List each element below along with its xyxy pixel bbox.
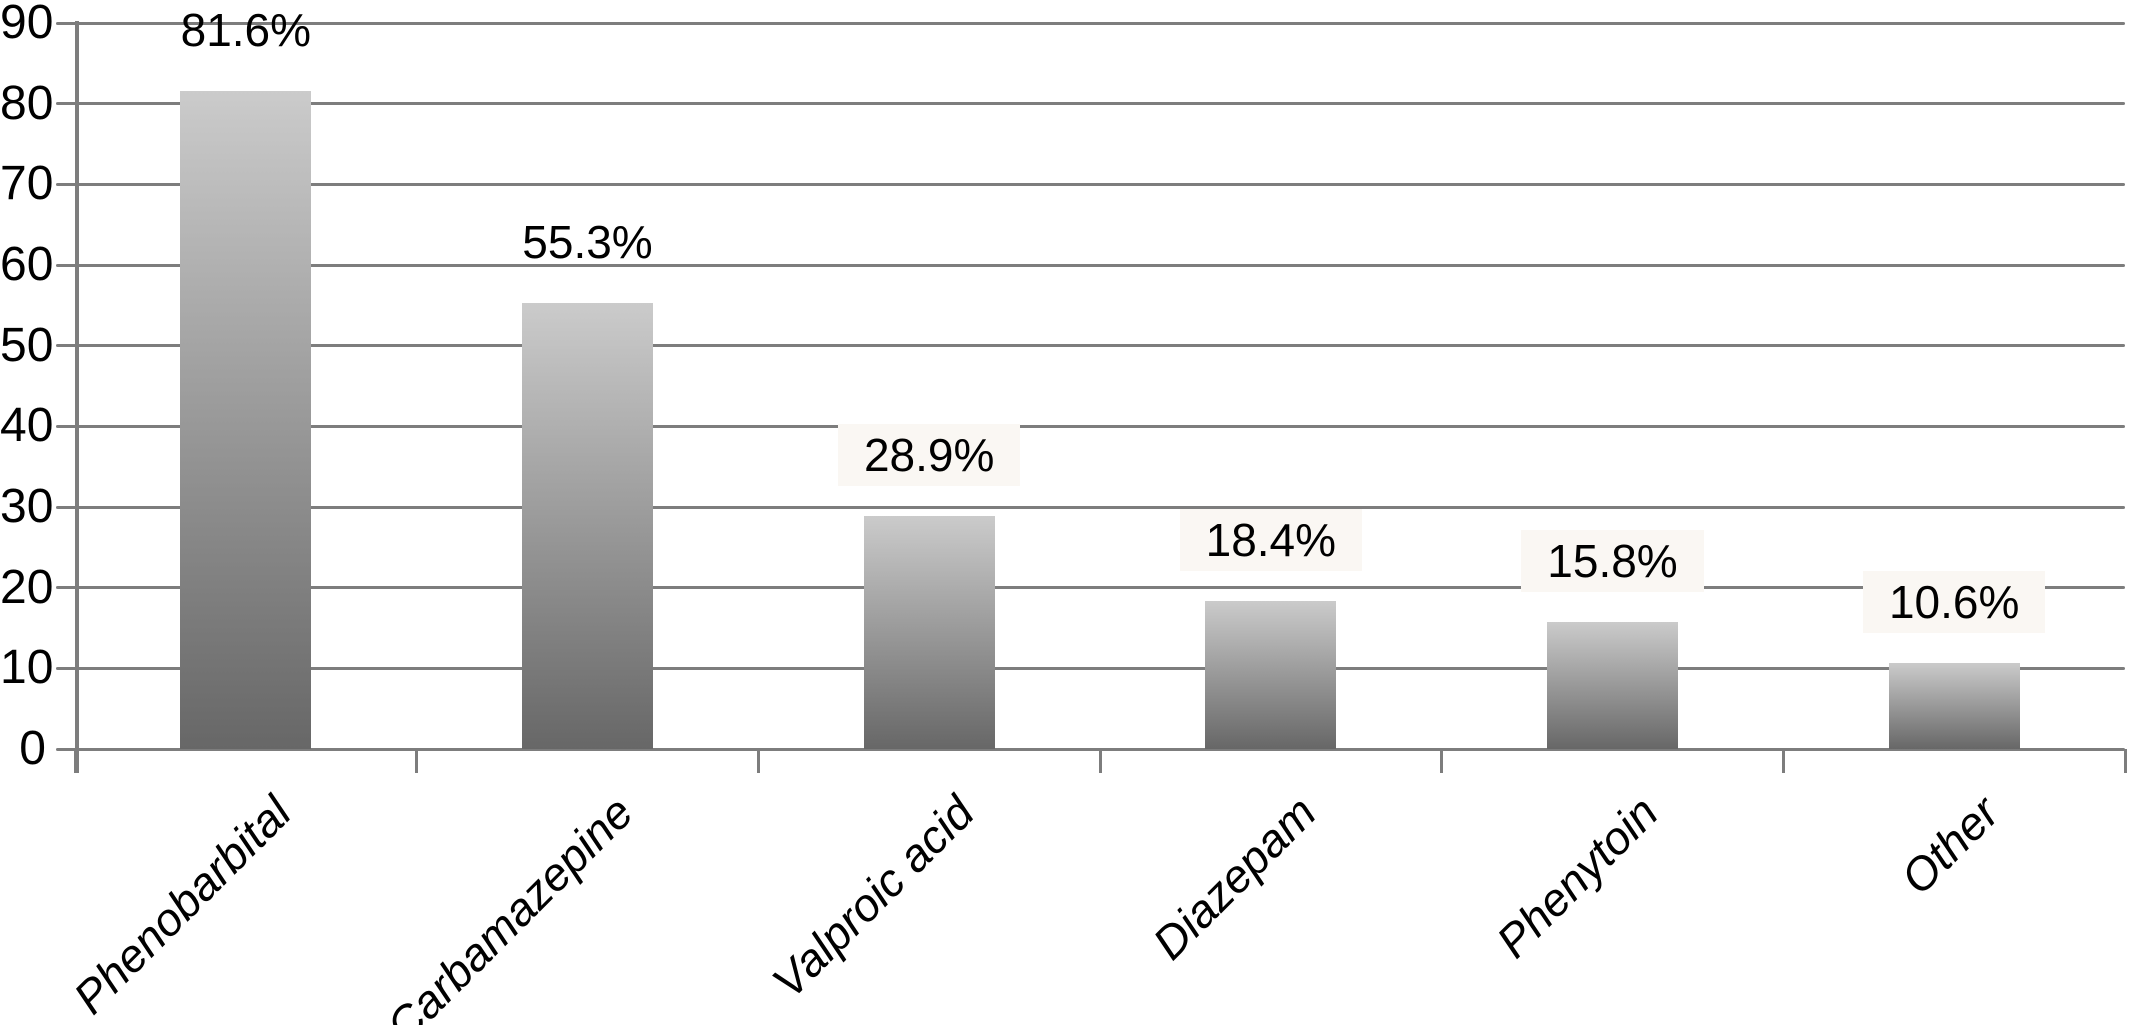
x-axis-tick	[73, 749, 77, 773]
y-axis-line	[75, 21, 79, 773]
y-tick-label: 90	[0, 0, 54, 49]
gridline	[56, 102, 2125, 106]
y-tick-label: 20	[0, 560, 54, 614]
bar	[522, 302, 653, 749]
x-axis-tick	[1440, 749, 1444, 773]
bar-value-label-wrap: 81.6%	[66, 0, 426, 61]
bar-value-label: 15.8%	[1521, 529, 1704, 592]
bar	[180, 90, 312, 749]
bar-value-label: 18.4%	[1179, 508, 1363, 571]
x-axis-tick	[415, 749, 419, 773]
bar-value-label: 28.9%	[837, 423, 1021, 486]
y-tick-label: 10	[0, 641, 54, 695]
bar	[1888, 663, 2020, 749]
bar	[1547, 621, 1678, 749]
y-tick-label: 40	[0, 399, 54, 453]
gridline	[56, 182, 2125, 186]
gridline	[56, 505, 2125, 509]
gridline	[56, 424, 2125, 428]
y-tick-label: 70	[0, 157, 54, 211]
gridline	[56, 21, 2125, 25]
gridline	[56, 263, 2125, 267]
y-tick-label: 60	[0, 238, 54, 291]
x-axis-tick	[2123, 749, 2127, 773]
bar-value-label: 55.3%	[522, 215, 653, 268]
bar-value-label-wrap: 15.8%	[1433, 529, 1793, 592]
bar-value-label: 81.6%	[180, 3, 312, 56]
gridline	[56, 666, 2125, 670]
y-tick-label: 80	[0, 76, 54, 130]
bar	[1205, 600, 1337, 749]
bar-value-label-wrap: 10.6%	[1774, 571, 2134, 634]
x-axis-tick	[756, 749, 760, 773]
gridline	[56, 344, 2125, 348]
gridline	[56, 747, 2125, 751]
x-axis-tick	[1781, 749, 1785, 773]
bar-value-label: 10.6%	[1862, 571, 2046, 634]
y-tick-label: 0	[19, 722, 46, 775]
bar	[863, 515, 995, 749]
y-tick-label: 50	[0, 318, 54, 372]
x-axis-tick	[1098, 749, 1102, 773]
bar-value-label-wrap: 28.9%	[749, 423, 1109, 486]
bar-value-label-wrap: 55.3%	[408, 211, 768, 273]
y-tick-label: 30	[0, 480, 54, 533]
x-category-label: Phenobarbital	[63, 786, 301, 1024]
gridline	[56, 586, 2125, 590]
bar-value-label-wrap: 18.4%	[1091, 508, 1451, 571]
